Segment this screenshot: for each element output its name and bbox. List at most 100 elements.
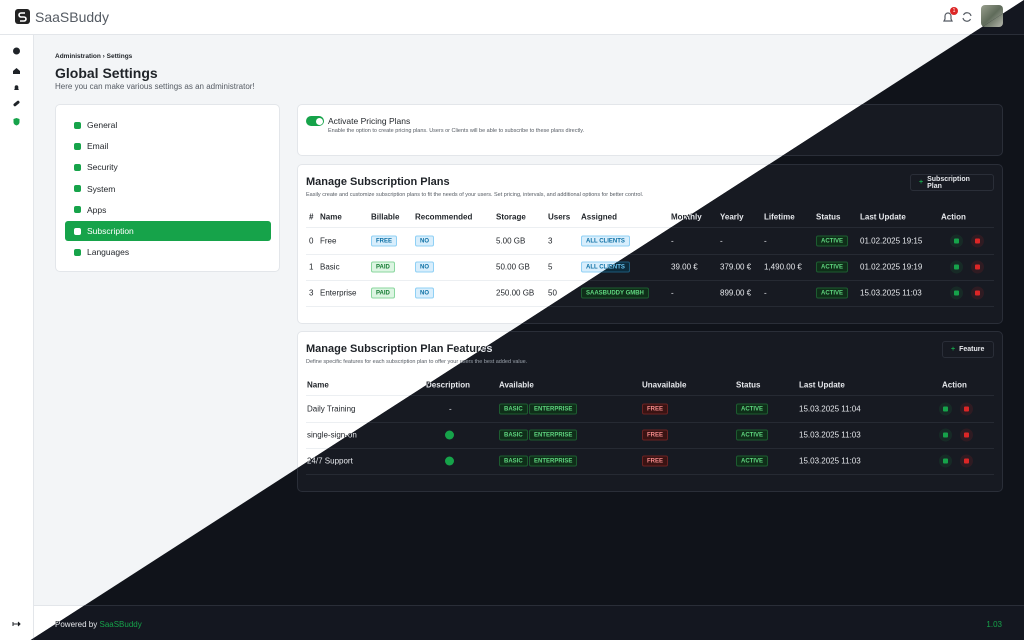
menu-item[interactable]: Languages — [65, 242, 271, 262]
footer — [34, 605, 1024, 640]
row-divider — [306, 227, 994, 228]
cell: 01.02.2025 19:19 — [860, 262, 923, 272]
cell: 01.02.2025 19:15 — [860, 236, 923, 246]
column-header: Description — [426, 380, 471, 390]
menu-label: Apps — [87, 204, 107, 215]
menu-item[interactable]: Security — [65, 157, 271, 177]
cell: Free — [320, 236, 337, 246]
add-plan-button[interactable]: +Subscription Plan — [910, 174, 994, 191]
cell: 15.03.2025 11:04 — [799, 404, 861, 414]
cell: 50.00 GB — [496, 262, 530, 272]
settings-menu: General Email Security System Apps Subscripti… — [55, 104, 280, 272]
cell: - — [671, 288, 674, 298]
cell: 5 — [548, 262, 553, 272]
column-header: Recommended — [415, 212, 473, 222]
cell: - — [764, 236, 767, 246]
badge: ENTERPRISE — [529, 455, 578, 467]
delete-button[interactable] — [971, 234, 984, 248]
footer-link[interactable]: SaaSBuddy — [99, 620, 142, 629]
badge: ALL CLIENTS — [581, 235, 630, 247]
column-header: Billable — [371, 212, 400, 222]
info-icon[interactable] — [445, 456, 454, 466]
badge: ACTIVE — [736, 403, 769, 415]
delete-button[interactable] — [971, 260, 984, 274]
badge: ACTIVE — [816, 235, 849, 247]
column-header: Action — [941, 212, 966, 222]
column-header: Assigned — [581, 212, 618, 222]
edit-button[interactable] — [950, 234, 963, 248]
cell: 15.03.2025 11:03 — [860, 288, 922, 298]
button-label: Feature — [959, 346, 985, 353]
sidebar — [0, 35, 34, 640]
edit-button[interactable] — [939, 402, 952, 416]
toggle-label: Activate Pricing Plans — [328, 116, 411, 126]
cell: 39.00 € — [671, 262, 698, 272]
badge: FREE — [642, 403, 669, 415]
edit-button[interactable] — [939, 454, 952, 468]
column-header: Lifetime — [764, 212, 795, 222]
feature-name: single-sign-on — [307, 430, 357, 440]
column-header: Storage — [496, 212, 526, 222]
row-divider — [306, 474, 994, 475]
row-divider — [306, 306, 994, 307]
menu-item[interactable]: Email — [65, 136, 271, 156]
delete-button[interactable] — [960, 402, 973, 416]
page-subtitle: Here you can make various settings as an… — [55, 82, 255, 91]
topbar: SaaSBuddy 1 — [0, 0, 1024, 35]
badge: FREE — [642, 429, 669, 441]
breadcrumb: Administration › Settings — [55, 53, 133, 60]
cell: 1 — [309, 262, 314, 272]
info-icon[interactable] — [445, 430, 454, 440]
button-label: Subscription Plan — [927, 175, 970, 190]
menu-label: Security — [87, 162, 118, 173]
delete-button[interactable] — [960, 454, 973, 468]
sidebar-icons — [12, 47, 21, 627]
badge: NO — [415, 261, 434, 273]
menu-item[interactable]: Subscription — [65, 221, 271, 241]
column-header: Action — [942, 380, 967, 390]
cell: 1,490.00 € — [764, 262, 802, 272]
badge: BASIC — [499, 403, 528, 415]
card-title: Manage Subscription Plans — [306, 176, 450, 188]
delete-button[interactable] — [960, 428, 973, 442]
badge: FREE — [642, 455, 669, 467]
edit-button[interactable] — [950, 286, 963, 300]
badge: PAID — [371, 287, 395, 299]
menu-item[interactable]: General — [65, 115, 271, 135]
row-divider — [306, 395, 994, 396]
bell-icon[interactable] — [942, 11, 954, 24]
footer-text: Powered by SaaSBuddy — [55, 620, 142, 629]
badge: BASIC — [499, 455, 528, 467]
edit-button[interactable] — [950, 260, 963, 274]
badge: SAASBUDDY GMBH — [581, 287, 649, 299]
brand[interactable]: SaaSBuddy — [35, 9, 109, 25]
menu-label: Languages — [87, 247, 130, 258]
edit-button[interactable] — [939, 428, 952, 442]
menu-label: General — [87, 120, 118, 130]
row-divider — [306, 448, 994, 449]
add-feature-button[interactable]: +Feature — [942, 341, 994, 358]
cell: 15.03.2025 11:03 — [799, 456, 861, 466]
cell: - — [671, 236, 674, 246]
cell: 15.03.2025 11:03 — [799, 430, 861, 440]
menu-item[interactable]: System — [65, 179, 271, 199]
logo — [15, 9, 30, 24]
badge: ENTERPRISE — [529, 403, 578, 415]
menu-item[interactable]: Apps — [65, 200, 271, 220]
feature-name: 24/7 Support — [307, 456, 353, 466]
badge: NO — [415, 287, 434, 299]
toggle[interactable] — [306, 116, 324, 126]
column-header: Status — [736, 380, 761, 390]
breadcrumb-item[interactable]: Administration — [55, 53, 101, 60]
cell: 899.00 € — [720, 288, 752, 298]
version: 1.03 — [986, 620, 1002, 629]
row-divider — [306, 280, 994, 281]
badge: FREE — [371, 235, 398, 247]
menu-label: System — [87, 183, 116, 194]
cell: Enterprise — [320, 288, 357, 298]
refresh-icon[interactable] — [961, 11, 973, 23]
delete-button[interactable] — [971, 286, 984, 300]
cell: - — [720, 236, 723, 246]
cell: 3 — [309, 288, 314, 298]
